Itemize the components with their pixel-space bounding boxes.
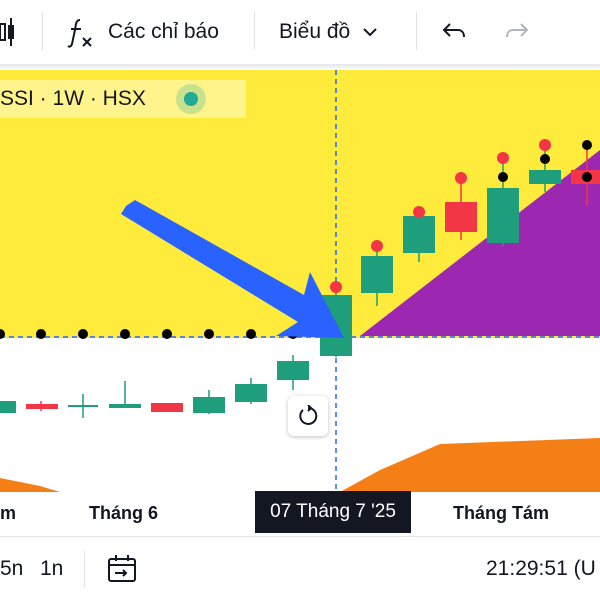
market-status-indicator[interactable] — [175, 84, 206, 114]
upper-candles — [320, 139, 600, 357]
market-status-dot — [183, 92, 198, 106]
top-toolbar: Các chỉ báo Biểu đồ — [0, 0, 600, 64]
function-icon — [67, 19, 92, 48]
bottom-divider — [84, 551, 85, 587]
time-axis-label: Tháng 6 — [89, 502, 159, 523]
redo-icon — [506, 23, 529, 38]
crosshair-date-label: 07 Tháng 7 '25 — [255, 491, 411, 533]
toolbar-divider — [416, 12, 417, 50]
time-axis-label: m — [0, 502, 17, 523]
undo-button[interactable] — [440, 0, 468, 64]
calendar-icon — [108, 555, 136, 582]
chart-type-button[interactable]: Biểu đồ — [279, 0, 380, 64]
indicators-button[interactable]: Các chỉ báo — [66, 0, 219, 64]
time-axis-label: Tháng Tám — [453, 502, 550, 523]
toolbar-shadow — [0, 64, 600, 70]
indicators-label: Các chỉ báo — [108, 20, 219, 43]
orange-cloud-left — [0, 478, 60, 492]
lower-candles — [0, 355, 309, 418]
symbol-legend[interactable]: SSI · 1W · HSX — [0, 80, 246, 118]
undo-icon — [442, 23, 465, 38]
reset-icon — [299, 405, 318, 425]
chart-type-label: Biểu đồ — [279, 20, 351, 43]
range-5n-button[interactable]: 5n — [0, 557, 24, 580]
chevron-down-icon — [363, 28, 377, 37]
bottom-toolbar: 5n 1n 21:29:51 (U — [0, 536, 600, 601]
go-to-date-button[interactable] — [106, 537, 138, 601]
clock-timezone[interactable]: 21:29:51 (U — [486, 557, 596, 580]
purple-cloud — [360, 150, 600, 336]
redo-button[interactable] — [503, 0, 531, 64]
toolbar-divider — [254, 12, 255, 50]
candles-icon[interactable] — [0, 0, 26, 64]
symbol-legend-text: SSI · 1W · HSX — [0, 87, 146, 110]
toolbar-divider — [42, 12, 43, 50]
reset-chart-button[interactable] — [288, 396, 328, 436]
range-1n-button[interactable]: 1n — [40, 557, 64, 580]
orange-cloud-right — [340, 438, 600, 492]
arrow-annotation[interactable] — [121, 200, 344, 338]
